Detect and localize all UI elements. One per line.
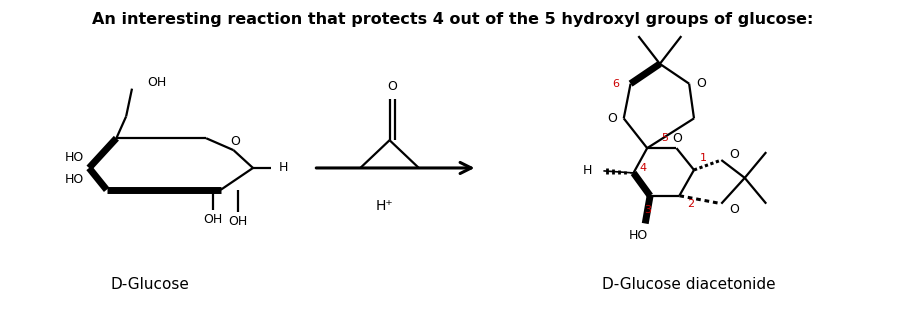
Text: O: O: [696, 77, 706, 90]
Text: HO: HO: [65, 151, 84, 164]
Text: H⁺: H⁺: [376, 199, 393, 213]
Text: O: O: [672, 132, 682, 145]
Text: 1: 1: [700, 153, 708, 163]
Text: 5: 5: [661, 133, 669, 143]
Text: H: H: [278, 161, 288, 174]
Text: O: O: [607, 112, 617, 125]
Text: 2: 2: [688, 199, 695, 209]
Text: HO: HO: [65, 174, 84, 186]
Text: O: O: [388, 80, 398, 93]
Text: HO: HO: [629, 229, 648, 242]
Text: O: O: [230, 135, 240, 148]
Text: 6: 6: [612, 79, 620, 89]
Text: 4: 4: [640, 163, 647, 173]
Text: An interesting reaction that protects 4 out of the 5 hydroxyl groups of glucose:: An interesting reaction that protects 4 …: [92, 12, 814, 27]
Text: D-Glucose diacetonide: D-Glucose diacetonide: [602, 277, 776, 293]
Text: O: O: [729, 148, 739, 161]
Text: OH: OH: [203, 213, 223, 226]
Text: D-Glucose: D-Glucose: [111, 277, 189, 293]
Text: OH: OH: [148, 76, 167, 89]
Text: OH: OH: [228, 215, 248, 228]
Text: H: H: [583, 164, 593, 177]
Text: 3: 3: [645, 205, 651, 215]
Text: O: O: [729, 203, 739, 216]
